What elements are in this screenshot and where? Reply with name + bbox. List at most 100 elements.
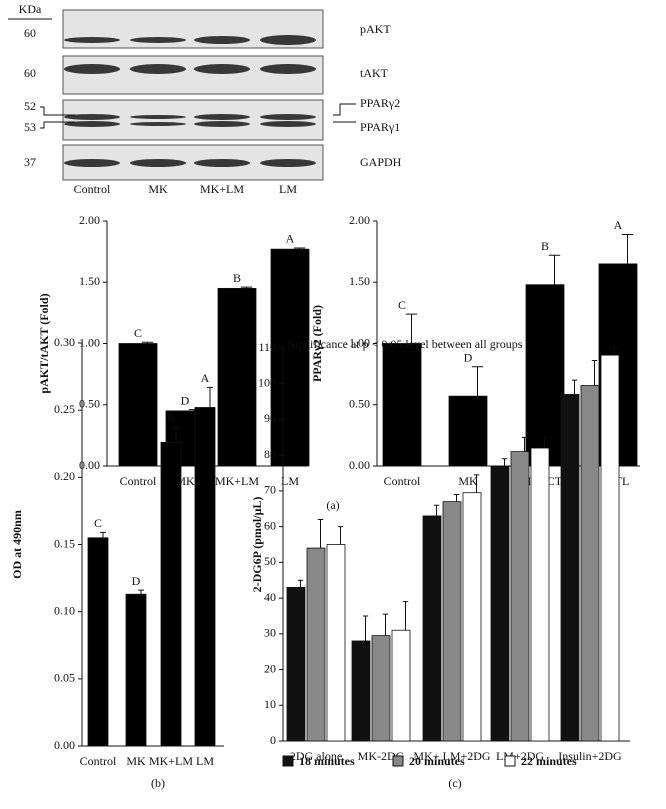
name-bracket xyxy=(333,103,356,116)
lane-label: Control xyxy=(74,182,111,196)
x-tick-label: Control xyxy=(80,754,117,768)
bar xyxy=(270,248,310,467)
bar xyxy=(448,395,488,467)
y-tick-label: 0.00 xyxy=(79,458,100,472)
bar xyxy=(442,501,462,742)
y-tick-label: 0.50 xyxy=(79,397,100,411)
y-tick-label: 20 xyxy=(264,661,276,675)
legend-swatch xyxy=(504,755,516,767)
bar xyxy=(125,593,147,747)
bar xyxy=(87,537,109,747)
blot-band xyxy=(260,64,316,74)
bar xyxy=(525,284,565,467)
error-bar xyxy=(173,427,179,443)
x-tick-label: LM xyxy=(196,754,214,768)
y-tick-label: 0.30 xyxy=(54,335,75,349)
error-bar xyxy=(453,493,460,502)
blot-band xyxy=(64,37,120,43)
legend-swatch xyxy=(282,755,294,767)
y-tick-label: 0.00 xyxy=(54,738,75,752)
y-tick-label: 0.25 xyxy=(54,402,75,416)
y-tick-label: 1.50 xyxy=(349,274,370,288)
blot-band xyxy=(130,64,186,74)
band-name: PPARγ2 xyxy=(360,96,400,110)
bar xyxy=(490,465,510,742)
bar xyxy=(510,451,530,742)
y-tick-label: 10 xyxy=(264,697,276,711)
error-bar xyxy=(471,366,484,397)
y-tick-label: 0.50 xyxy=(349,397,370,411)
panel-label: (c) xyxy=(448,776,461,790)
x-tick-label: MK+ LM+2DG xyxy=(413,749,491,763)
significance-letter: A xyxy=(201,371,210,385)
significance-letter: A xyxy=(286,232,295,246)
bar xyxy=(160,442,182,747)
kda-label: KDa xyxy=(19,2,42,16)
x-tick-label: Control xyxy=(384,474,421,488)
significance-letter: D xyxy=(181,393,190,407)
bar xyxy=(391,629,411,742)
x-tick-label: MK+LM xyxy=(149,754,193,768)
blot-band xyxy=(130,159,186,167)
error-bar xyxy=(402,601,409,631)
legend-label: 20 minutes xyxy=(409,754,465,768)
error-bar xyxy=(362,615,369,641)
blot-panel xyxy=(62,99,324,141)
band-name: PPARγ1 xyxy=(360,120,400,134)
bar xyxy=(462,492,482,742)
y-tick-label: 30 xyxy=(264,626,276,640)
y-axis-label: PPARγ2 (Fold) xyxy=(310,305,324,382)
blot-band xyxy=(194,121,250,127)
significance-letter: B xyxy=(167,411,175,425)
y-tick-label: 0.20 xyxy=(54,469,75,483)
y-tick-label: 90 xyxy=(264,411,276,425)
y-axis-label: OD at 490nm xyxy=(10,510,24,579)
y-tick-label: 40 xyxy=(264,590,276,604)
blot-band xyxy=(260,159,316,167)
kda-marker: 52 xyxy=(24,99,36,113)
x-tick-label: Insulin+2DG xyxy=(558,749,622,763)
error-bar xyxy=(548,254,561,285)
y-tick-label: 80 xyxy=(264,447,276,461)
error-bar xyxy=(297,579,304,588)
significance-letter: C xyxy=(94,516,102,530)
bar xyxy=(382,343,422,467)
error-bar xyxy=(521,436,528,452)
marker-bracket xyxy=(40,106,75,116)
y-tick-label: 0.05 xyxy=(54,671,75,685)
bar xyxy=(326,544,346,742)
blot-band xyxy=(194,64,250,74)
error-bar xyxy=(317,518,324,549)
error-bar xyxy=(405,313,418,344)
y-tick-label: 0 xyxy=(270,733,276,747)
blot-band xyxy=(64,64,120,74)
blot-band xyxy=(194,114,250,120)
y-tick-label: 1.50 xyxy=(79,274,100,288)
blot-band xyxy=(64,121,120,127)
lane-label: MK+LM xyxy=(200,182,244,196)
error-bar xyxy=(611,347,618,356)
x-tick-label: MK xyxy=(458,474,478,488)
error-bar xyxy=(207,386,213,408)
x-tick-label: 2DG alone xyxy=(290,749,342,763)
blot-band xyxy=(130,122,186,126)
x-tick-label: MK xyxy=(126,754,146,768)
y-tick-label: 0.15 xyxy=(54,536,75,550)
significance-letter: D xyxy=(132,574,141,588)
bar xyxy=(217,287,257,467)
bar xyxy=(118,343,158,467)
kda-marker: 53 xyxy=(24,120,36,134)
legend-label: 18 minutes xyxy=(299,754,355,768)
error-bar xyxy=(501,458,508,466)
error-bar xyxy=(473,474,480,493)
lane-label: LM xyxy=(279,182,297,196)
error-bar xyxy=(141,341,154,344)
y-tick-label: 70 xyxy=(264,483,276,497)
significance-letter: C xyxy=(134,326,142,340)
lane-label: MK xyxy=(148,182,168,196)
bar xyxy=(600,354,620,742)
significance-letter: B xyxy=(233,271,241,285)
significance-letter: A xyxy=(614,218,623,232)
blot-band xyxy=(130,115,186,119)
